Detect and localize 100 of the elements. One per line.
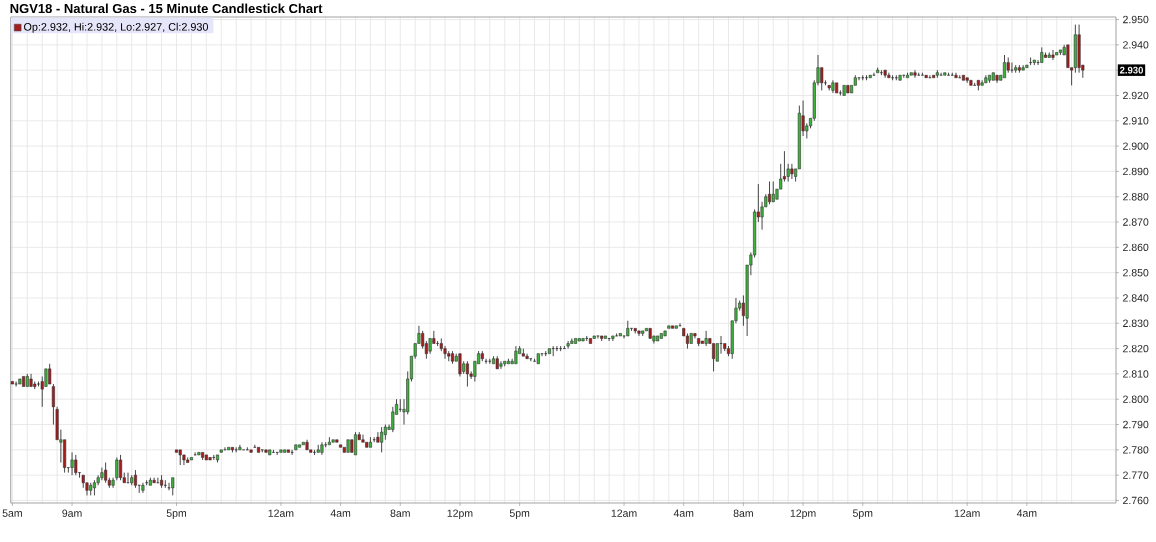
candlestick	[969, 80, 973, 86]
candlestick	[421, 330, 425, 350]
candlestick	[588, 338, 592, 344]
x-tick-label: 8am	[733, 509, 753, 517]
candlestick	[909, 72, 913, 76]
x-tick-label: 12am	[611, 509, 637, 517]
candlestick	[991, 72, 995, 81]
candlestick	[119, 454, 123, 481]
candlestick	[920, 72, 924, 76]
candlestick	[230, 447, 234, 453]
candlestick	[298, 444, 302, 448]
y-tick-label: 2.780	[1123, 446, 1149, 454]
candlestick	[671, 325, 675, 329]
candlestick	[320, 441, 324, 456]
y-tick-label: 2.890	[1123, 167, 1149, 176]
candlestick	[898, 74, 902, 81]
candlestick	[111, 477, 115, 489]
y-tick-label: 2.940	[1123, 41, 1149, 49]
candlestick	[1025, 64, 1029, 68]
candlestick	[835, 82, 839, 94]
candlestick	[913, 69, 917, 79]
candlestick	[1073, 24, 1077, 74]
candlestick	[227, 447, 231, 451]
candlestick	[174, 449, 178, 453]
candlestick	[443, 345, 447, 360]
candlestick	[74, 454, 78, 476]
candlestick	[480, 350, 484, 362]
y-tick-label: 2.770	[1123, 471, 1149, 479]
x-tick-label: 12pm	[790, 509, 816, 520]
candlestick	[495, 355, 499, 370]
candlestick	[846, 85, 850, 94]
candlestick	[249, 449, 253, 453]
candlestick	[1021, 64, 1025, 71]
candlestick	[667, 325, 671, 329]
candlestick	[204, 454, 208, 461]
chart-title: NGV18 - Natural Gas - 15 Minute Candlestick Chart	[10, 3, 323, 14]
candlestick	[674, 325, 678, 329]
candlestick	[25, 373, 29, 387]
candlestick	[301, 441, 305, 446]
candlestick	[577, 338, 581, 342]
candlestick	[980, 79, 984, 86]
x-tick-label: 12am	[268, 509, 294, 517]
candlestick	[1014, 64, 1018, 74]
candlestick	[689, 333, 693, 344]
candlestick	[346, 439, 350, 453]
candlestick	[152, 477, 156, 484]
candlestick	[700, 340, 704, 344]
candlestick	[995, 74, 999, 84]
x-tick-label: 5pm	[509, 509, 530, 519]
y-tick-label: 2.820	[1123, 344, 1149, 353]
candlestick	[133, 469, 137, 489]
candlestick	[1055, 52, 1059, 56]
candlestick	[268, 449, 272, 456]
candlestick	[887, 72, 891, 79]
candlestick	[611, 335, 615, 342]
x-tick-label: 4am	[1016, 509, 1037, 517]
candlestick	[570, 338, 574, 344]
y-tick-label: 2.800	[1123, 395, 1149, 403]
x-tick-label: 5pm	[852, 509, 873, 519]
candlestick	[439, 338, 443, 352]
candlestick	[100, 467, 104, 481]
candlestick	[1002, 54, 1006, 79]
candlestick	[935, 69, 939, 79]
candlestick	[283, 449, 287, 453]
candlestick	[257, 447, 261, 453]
candlestick	[316, 444, 320, 453]
x-tick-label: 4am	[673, 509, 694, 517]
candlestick	[294, 444, 298, 451]
y-tick-label: 2.870	[1123, 218, 1149, 226]
candlestick	[704, 330, 708, 347]
candlestick	[271, 449, 275, 453]
candlestick	[906, 72, 910, 79]
candlestick	[70, 451, 74, 476]
y-tick-label: 2.950	[1123, 15, 1149, 24]
candlestick	[827, 85, 831, 91]
candlestick	[514, 345, 518, 365]
candlestick	[790, 163, 794, 180]
y-tick-label: 2.790	[1123, 420, 1149, 429]
candlestick	[428, 338, 432, 355]
candlestick	[883, 69, 887, 79]
candlestick	[626, 320, 630, 337]
y-tick-label: 2.900	[1123, 142, 1149, 150]
candlestick	[768, 181, 772, 205]
candlestick	[354, 431, 358, 456]
candlestick	[178, 449, 182, 466]
candlestick	[685, 332, 689, 350]
candlestick	[171, 477, 175, 496]
candlestick	[130, 474, 134, 486]
candlestick	[1032, 59, 1036, 66]
candlestick	[637, 330, 641, 337]
candlestick	[208, 457, 212, 461]
candlestick	[976, 80, 980, 91]
x-tick-label: 4am	[330, 509, 351, 517]
candlestick	[1058, 49, 1062, 56]
candlestick	[201, 452, 205, 461]
candlestick	[286, 449, 290, 453]
y-tick-label: 2.880	[1123, 193, 1149, 201]
candlestick	[22, 376, 26, 387]
candlestick	[33, 381, 37, 390]
y-tick-label: 2.810	[1123, 370, 1149, 378]
